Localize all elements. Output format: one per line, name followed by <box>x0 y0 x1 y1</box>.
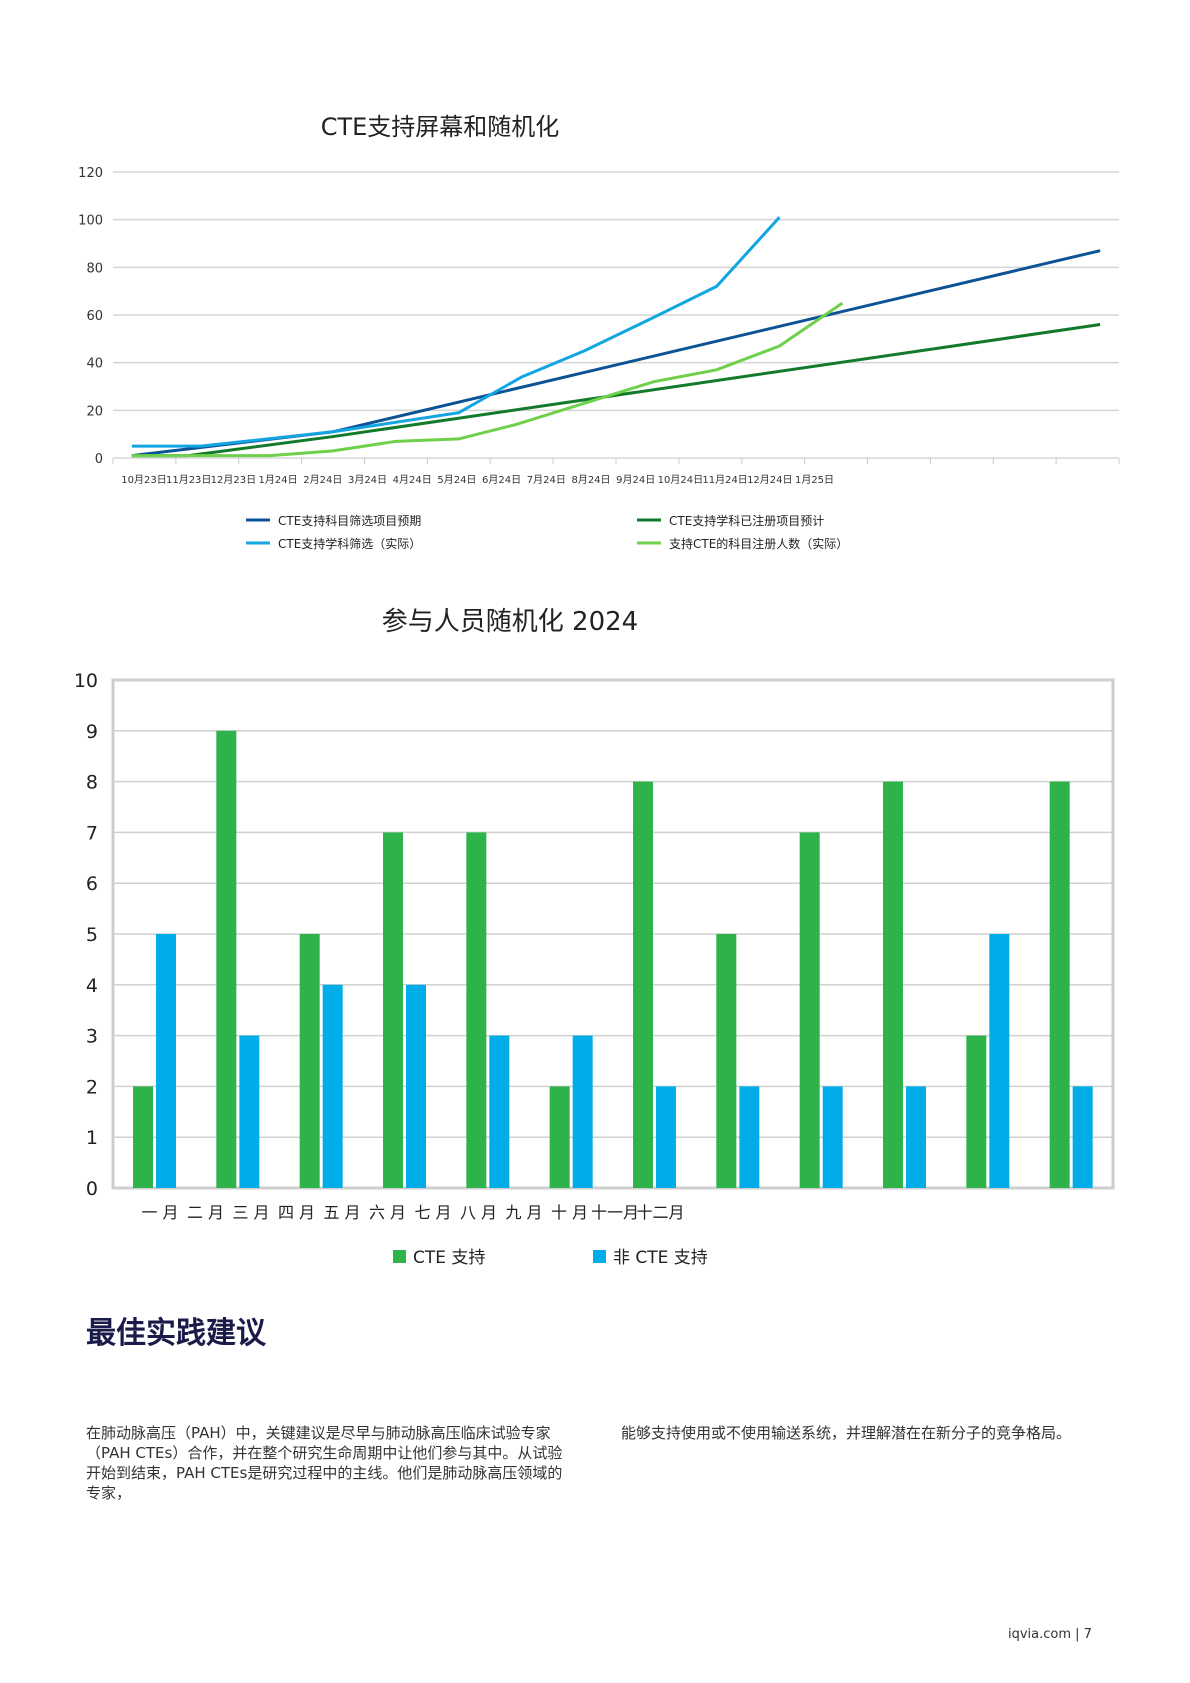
chart-title: 参与人员随机化 2024 <box>382 607 638 637</box>
legend-label: 支持CTE的科目注册人数（实际） <box>669 536 848 551</box>
legend-label: CTE支持科目筛选项目预期 <box>278 513 421 528</box>
x-tick-label: 3月24日 <box>348 474 387 486</box>
bar-chart: 参与人员随机化 2024 0 1 2 3 4 5 6 7 8 9 10 一 月二 月三 月四 月五 月六… <box>74 607 1115 1268</box>
y-tick-label: 8 <box>86 772 98 794</box>
bar <box>656 1086 676 1188</box>
series-line <box>131 249 1101 458</box>
x-tick-label: 11月24日 <box>702 474 747 486</box>
bar <box>799 832 820 1188</box>
x-tick-label: 五 月 <box>323 1203 360 1222</box>
y-tick-label: 100 <box>78 214 103 229</box>
bar <box>549 1086 570 1188</box>
legend-label: CTE支持学科已注册项目预计 <box>669 513 824 528</box>
bar <box>156 934 176 1188</box>
x-tick-label: 12月24日 <box>747 474 792 486</box>
bar <box>383 832 403 1188</box>
bar <box>406 984 426 1188</box>
y-tick-label: 60 <box>86 309 103 324</box>
x-tick-label: 七 月 <box>414 1203 451 1222</box>
legend-swatch <box>393 1250 406 1263</box>
series-line <box>131 301 844 458</box>
x-tick-label: 六 月 <box>369 1203 406 1222</box>
bar <box>739 1086 760 1188</box>
legend-label: CTE 支持 <box>413 1248 485 1268</box>
bar <box>299 934 320 1188</box>
y-tick-label: 20 <box>86 404 103 419</box>
x-tick-label: 十二月 <box>636 1203 684 1222</box>
legend-label: 非 CTE 支持 <box>613 1248 708 1268</box>
series-line <box>131 216 781 448</box>
footer-page-number: iqvia.com | 7 <box>1008 1627 1092 1642</box>
bar <box>489 1035 510 1188</box>
bar <box>716 934 737 1188</box>
bar <box>906 1086 926 1188</box>
x-tick-label: 6月24日 <box>482 474 521 486</box>
bar <box>989 934 1010 1188</box>
x-tick-label: 三 月 <box>232 1203 269 1222</box>
y-tick-label: 80 <box>86 261 103 276</box>
x-tick-label: 四 月 <box>278 1203 315 1222</box>
y-tick-label: 0 <box>86 1178 98 1200</box>
x-tick-label: 九 月 <box>505 1203 542 1222</box>
x-tick-label: 5月24日 <box>437 474 476 486</box>
y-tick-label: 10 <box>74 670 98 692</box>
bar <box>466 832 487 1188</box>
chart-title: CTE支持屏幕和随机化 <box>321 113 560 141</box>
x-tick-label: 12月23日 <box>211 474 256 486</box>
x-tick-label: 11月23日 <box>166 474 211 486</box>
y-tick-label: 7 <box>86 822 98 844</box>
legend-label: CTE支持学科筛选（实际） <box>278 536 421 551</box>
y-tick-label: 6 <box>86 873 98 895</box>
bar <box>1049 781 1070 1188</box>
x-tick-label: 一 月 <box>141 1203 178 1222</box>
bar <box>572 1035 593 1188</box>
legend-swatch <box>593 1250 606 1263</box>
bar <box>966 1035 987 1188</box>
bar <box>883 781 903 1188</box>
bar <box>216 730 237 1188</box>
x-tick-label: 10月23日 <box>121 474 166 486</box>
x-tick-label: 7月24日 <box>527 474 566 486</box>
y-tick-label: 4 <box>86 975 98 997</box>
y-tick-label: 9 <box>86 721 98 743</box>
bar <box>239 1035 260 1188</box>
x-tick-label: 二 月 <box>187 1203 224 1222</box>
section-heading: 最佳实践建议 <box>86 1316 266 1351</box>
bar <box>822 1086 843 1188</box>
x-tick-label: 8月24日 <box>571 474 610 486</box>
y-tick-label: 2 <box>86 1076 98 1098</box>
x-tick-label: 4月24日 <box>393 474 432 486</box>
x-tick-label: 9月24日 <box>616 474 655 486</box>
bar <box>633 781 653 1188</box>
x-tick-label: 1月24日 <box>259 474 298 486</box>
x-tick-label: 十一月 <box>591 1203 639 1222</box>
series-line <box>131 323 1101 458</box>
x-tick-label: 2月24日 <box>303 474 342 486</box>
y-tick-label: 0 <box>95 452 103 467</box>
y-tick-label: 3 <box>86 1026 98 1048</box>
x-tick-label: 10月24日 <box>658 474 703 486</box>
y-tick-label: 1 <box>86 1127 98 1149</box>
bar <box>1072 1086 1093 1188</box>
y-tick-label: 120 <box>78 166 103 181</box>
x-tick-label: 十 月 <box>551 1203 588 1222</box>
y-tick-label: 40 <box>86 357 103 372</box>
bar <box>322 984 343 1188</box>
y-tick-label: 5 <box>86 924 98 946</box>
x-tick-label: 1月25日 <box>795 474 834 486</box>
paragraph-col2: 能够支持使用或不使用输送系统，并理解潜在在新分子的竞争格局。 <box>621 1424 1072 1442</box>
bar <box>133 1086 153 1188</box>
paragraph-col1: 在肺动脉高压（PAH）中，关键建议是尽早与肺动脉高压临床试验专家（PAH CTE… <box>86 1424 563 1502</box>
x-tick-label: 八 月 <box>460 1203 497 1222</box>
